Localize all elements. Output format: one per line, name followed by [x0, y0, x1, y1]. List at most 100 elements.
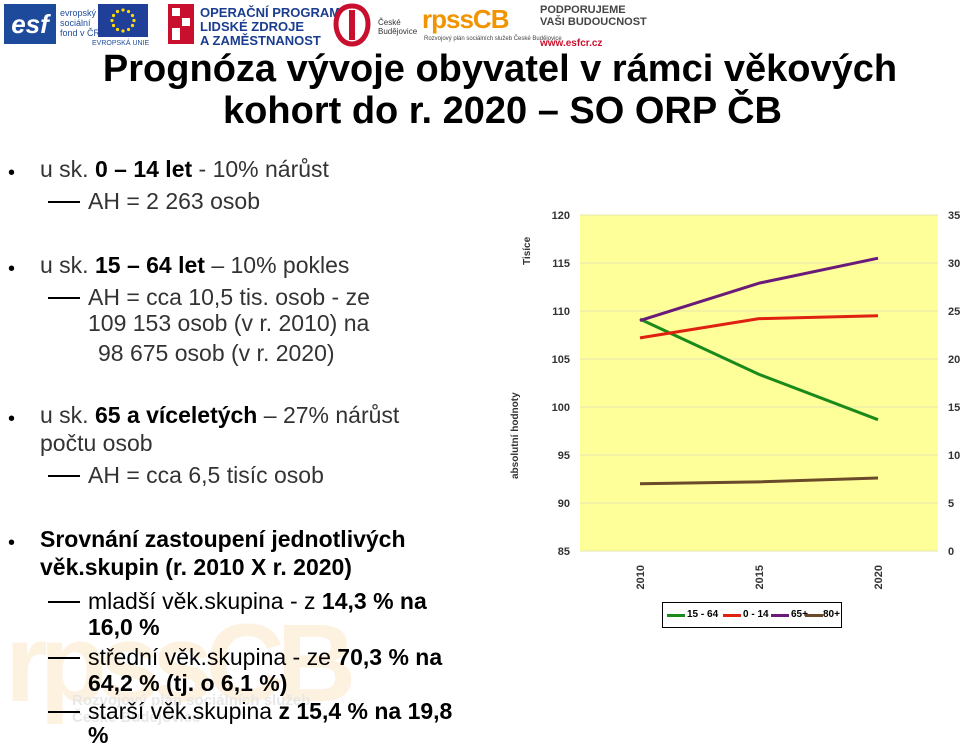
bullet-dot: •	[8, 532, 16, 554]
podporujeme-line: VAŠI BUDOUCNOST	[540, 16, 647, 28]
sub-bold: 14,3 % na	[321, 588, 427, 614]
slide-title: Prognóza vývoje obyvatel v rámci věkovýc…	[0, 48, 960, 132]
bullet-15-64: u sk. 15 – 64 let – 10% pokles	[40, 252, 349, 279]
legend-item: 0 - 14	[743, 609, 769, 620]
sub-item-text: 109 153 osob (v r. 2010) na	[88, 310, 370, 336]
legend-swatch	[771, 614, 789, 617]
sub-item: AH = cca 6,5 tisíc osob	[0, 462, 520, 489]
right-y-tick-label: 20	[948, 354, 960, 366]
series-line	[639, 317, 879, 422]
population-chart: 85 90 95 100 105 110 115 120 0 5 10 15 20 25 30 35 201…	[500, 205, 960, 635]
esf-logo: esf	[4, 4, 56, 44]
op-text-line: LIDSKÉ ZDROJE	[200, 19, 305, 34]
bullet-dot: •	[8, 408, 16, 430]
left-y-tick-label: 90	[558, 498, 570, 510]
grid	[580, 214, 938, 552]
esf-logo-text: evropský sociální fond v ČR	[60, 8, 100, 38]
left-y-axis: 85 90 95 100 105 110 115 120	[552, 210, 570, 558]
left-y-tick-label: 120	[552, 210, 570, 222]
legend-item: 65+	[791, 609, 808, 620]
dash-marker	[48, 657, 80, 659]
left-y-tick-label: 105	[552, 354, 570, 366]
rpss-logo: rpssCB	[422, 4, 509, 34]
bullet-65-plus: u sk. 65 a víceletých – 27% nárůst	[40, 402, 399, 429]
bullet-dot: •	[8, 258, 16, 280]
logo-bar: esf evropský sociální fond v ČR EVROPSKÁ…	[0, 0, 960, 50]
right-y-tick-label: 30	[948, 258, 960, 270]
series-line	[639, 256, 879, 323]
podporujeme-logo-text: PODPORUJEME VAŠI BUDOUCNOST	[540, 4, 647, 28]
bullet-continuation: počtu osob	[40, 430, 153, 456]
chart-legend: 15 - 64 0 - 14 65+ 80+	[662, 602, 842, 628]
left-y-tick-label: 85	[558, 546, 570, 558]
sub-item-continuation: 64,2 % (tj. o 6,1 %)	[88, 670, 288, 696]
legend-swatch	[723, 614, 741, 617]
series-group	[639, 256, 879, 486]
chart-svg: 85 90 95 100 105 110 115 120 0 5 10 15 20 25 30 35 201…	[510, 210, 960, 589]
y-axis-label: absolutní hodnoty	[510, 392, 521, 479]
bullet-suffix: - 10% nárůst	[192, 156, 329, 182]
podporujeme-line: PODPORUJEME	[540, 4, 626, 16]
legend-item: 15 - 64	[687, 609, 719, 620]
right-y-tick-label: 25	[948, 306, 960, 318]
sub-item: starší věk.skupina z 15,4 % na 19,8	[0, 698, 520, 725]
sub-item: AH = 2 263 osob	[0, 188, 520, 215]
dash-marker	[48, 297, 80, 299]
plot-area	[580, 215, 938, 551]
sub-item: mladší věk.skupina - z 14,3 % na	[0, 588, 520, 615]
watermark-text: Rozvojový plán sociálních služeb České B…	[72, 692, 310, 726]
ceske-budejovice-logo-text: České Budějovice	[378, 18, 417, 36]
series-line	[639, 476, 879, 486]
bullet-0-14: u sk. 0 – 14 let - 10% nárůst	[40, 156, 329, 183]
sub-bold: z 15,4 % na 19,8	[278, 698, 453, 724]
bullet-prefix: u sk.	[40, 252, 95, 278]
esf-text-line: sociální	[60, 18, 91, 28]
dash-marker	[48, 711, 80, 713]
right-y-tick-label: 10	[948, 450, 960, 462]
x-tick-label: 2010	[635, 565, 647, 589]
bullet-bold: 65 a víceletých	[94, 402, 258, 428]
right-y-tick-label: 5	[948, 498, 954, 510]
sub-bold: 70,3 % na	[337, 644, 443, 670]
eu-flag-icon	[98, 4, 148, 37]
left-y-tick-label: 95	[558, 450, 570, 462]
sub-prefix: mladší věk.skupina - z	[88, 588, 322, 614]
ceske-budejovice-logo-icon	[332, 2, 372, 48]
bullet-prefix: u sk.	[40, 156, 95, 182]
bullet-suffix: – 10% pokles	[204, 252, 350, 278]
bullet-suffix: – 27% nárůst	[257, 402, 400, 428]
esfcr-url: www.esfcr.cz	[540, 38, 603, 49]
title-line-1: Prognóza vývoje obyvatel v rámci věkovýc…	[102, 48, 898, 90]
sub-item-text: AH = 2 263 osob	[88, 188, 260, 214]
esf-text-line: fond v ČR	[60, 28, 101, 38]
sub-prefix: střední věk.skupina - ze	[88, 644, 338, 670]
sub-item: střední věk.skupina - ze 70,3 % na	[0, 644, 520, 671]
left-y-tick-label: 110	[552, 306, 570, 318]
esf-text-line: evropský	[60, 8, 97, 18]
watermark-line: Rozvojový plán sociálních služeb	[72, 692, 311, 709]
cb-text-line: Budějovice	[378, 27, 418, 36]
sub-item-text: starší věk.skupina z 15,4 % na 19,8	[88, 698, 452, 725]
dash-marker	[48, 201, 80, 203]
dash-marker	[48, 601, 80, 603]
sub-item-text: AH = cca 6,5 tisíc osob	[88, 462, 324, 488]
title-line-2: kohort do r. 2020 – SO ORP ČB	[223, 90, 782, 132]
sub-item-text: střední věk.skupina - ze 70,3 % na	[88, 644, 442, 671]
dash-marker	[48, 475, 80, 477]
sub-item: AH = cca 10,5 tis. osob - ze	[0, 284, 520, 311]
series-line	[639, 314, 879, 340]
eu-logo-text: EVROPSKÁ UNIE	[92, 40, 150, 47]
watermark-line: České Budějovice	[72, 709, 201, 726]
sub-item-text: mladší věk.skupina - z 14,3 % na	[88, 588, 427, 615]
sub-prefix: starší věk.skupina	[88, 698, 279, 724]
x-tick-label: 2015	[754, 565, 766, 589]
x-axis: 2010 2015 2020	[635, 565, 885, 589]
watermark-mark: rpssCB	[5, 602, 356, 725]
right-y-tick-label: 15	[948, 402, 960, 414]
bullet-dot: •	[8, 162, 16, 184]
sub-item-text: AH = cca 10,5 tis. osob - ze	[88, 284, 370, 310]
bullet-prefix: u sk.	[40, 402, 95, 428]
op-logo-text: OPERAČNÍ PROGRAM LIDSKÉ ZDROJE A ZAMĚSTN…	[200, 6, 340, 48]
right-y-axis: 0 5 10 15 20 25 30 35	[948, 210, 960, 558]
sub-item-continuation: 16,0 %	[88, 614, 160, 640]
